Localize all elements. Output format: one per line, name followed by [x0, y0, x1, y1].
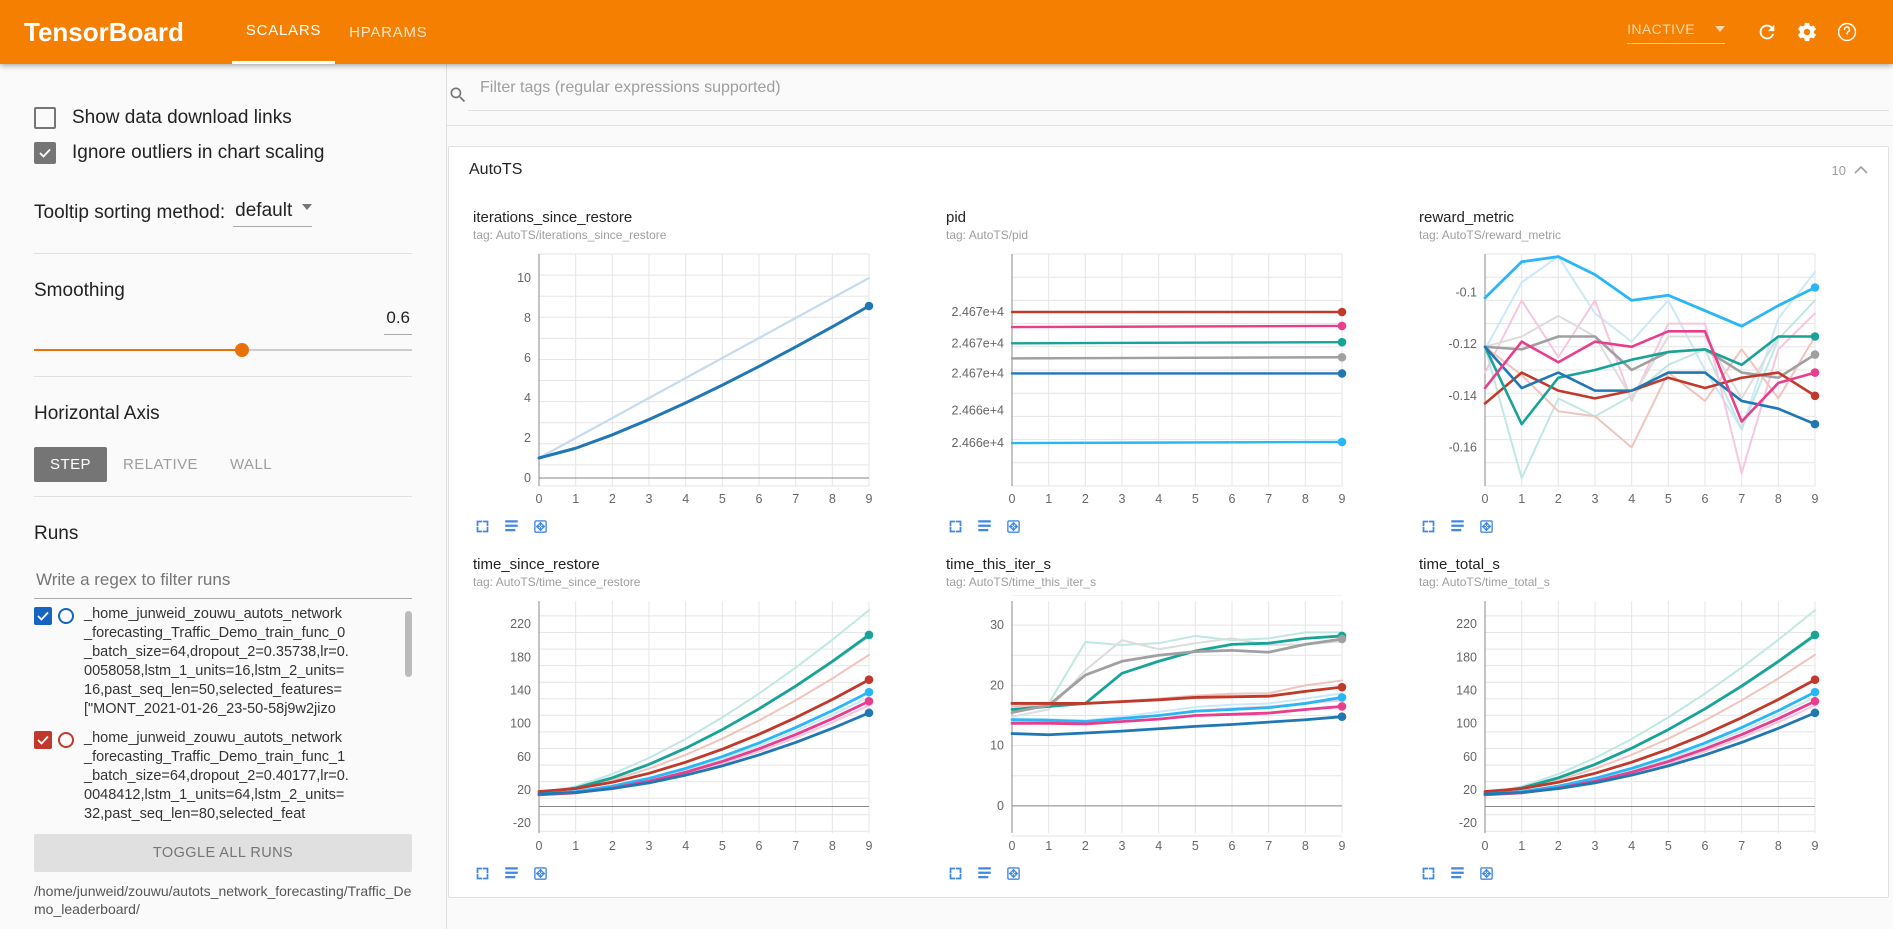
svg-text:8: 8	[1775, 839, 1782, 853]
svg-text:7: 7	[792, 492, 799, 506]
svg-text:220: 220	[510, 617, 531, 631]
svg-text:2.466e+4: 2.466e+4	[952, 404, 1005, 418]
svg-text:2.467e+4: 2.467e+4	[952, 367, 1005, 381]
svg-text:7: 7	[792, 839, 799, 853]
svg-text:20: 20	[1463, 783, 1477, 797]
svg-text:180: 180	[1456, 650, 1477, 664]
svg-text:2.466e+4: 2.466e+4	[952, 436, 1005, 450]
svg-text:100: 100	[510, 717, 531, 731]
svg-text:8: 8	[1302, 492, 1309, 506]
svg-text:4: 4	[682, 492, 689, 506]
svg-text:9: 9	[1339, 839, 1346, 853]
svg-text:20: 20	[990, 678, 1004, 692]
svg-text:4: 4	[524, 391, 531, 405]
svg-text:2: 2	[609, 492, 616, 506]
svg-text:3: 3	[1119, 839, 1126, 853]
svg-text:7: 7	[1265, 839, 1272, 853]
svg-text:6: 6	[1702, 492, 1709, 506]
svg-text:9: 9	[1812, 839, 1819, 853]
svg-text:60: 60	[517, 750, 531, 764]
svg-text:1: 1	[1518, 492, 1525, 506]
svg-text:-0.12: -0.12	[1449, 337, 1478, 351]
svg-text:8: 8	[524, 311, 531, 325]
svg-text:5: 5	[719, 839, 726, 853]
svg-text:0: 0	[1009, 839, 1016, 853]
svg-text:100: 100	[1456, 717, 1477, 731]
svg-text:6: 6	[1229, 839, 1236, 853]
svg-text:220: 220	[1456, 617, 1477, 631]
svg-text:8: 8	[829, 839, 836, 853]
svg-text:1: 1	[1518, 839, 1525, 853]
svg-text:8: 8	[1302, 839, 1309, 853]
svg-text:2: 2	[1555, 492, 1562, 506]
svg-text:7: 7	[1738, 839, 1745, 853]
svg-text:3: 3	[1119, 492, 1126, 506]
svg-text:9: 9	[1812, 492, 1819, 506]
svg-text:4: 4	[1155, 492, 1162, 506]
svg-text:9: 9	[1339, 492, 1346, 506]
svg-text:-20: -20	[513, 816, 531, 830]
svg-text:8: 8	[1775, 492, 1782, 506]
svg-text:180: 180	[510, 650, 531, 664]
svg-text:3: 3	[1592, 492, 1599, 506]
svg-text:2: 2	[1082, 839, 1089, 853]
svg-text:6: 6	[756, 492, 763, 506]
svg-text:0: 0	[997, 799, 1004, 813]
svg-text:6: 6	[524, 351, 531, 365]
svg-text:30: 30	[990, 618, 1004, 632]
svg-text:1: 1	[572, 492, 579, 506]
svg-text:2: 2	[609, 839, 616, 853]
svg-text:20: 20	[517, 783, 531, 797]
svg-text:2: 2	[1082, 492, 1089, 506]
svg-text:6: 6	[756, 839, 763, 853]
svg-text:0: 0	[1482, 839, 1489, 853]
svg-text:1: 1	[1045, 839, 1052, 853]
svg-text:1: 1	[572, 839, 579, 853]
svg-text:3: 3	[646, 839, 653, 853]
svg-text:5: 5	[1665, 839, 1672, 853]
svg-text:4: 4	[682, 839, 689, 853]
svg-text:-0.16: -0.16	[1449, 440, 1478, 454]
svg-text:9: 9	[866, 492, 873, 506]
svg-text:10: 10	[517, 271, 531, 285]
svg-text:9: 9	[866, 839, 873, 853]
svg-text:5: 5	[719, 492, 726, 506]
svg-text:2.467e+4: 2.467e+4	[952, 336, 1005, 350]
svg-text:2: 2	[524, 431, 531, 445]
svg-text:-0.1: -0.1	[1455, 286, 1477, 300]
svg-text:6: 6	[1702, 839, 1709, 853]
svg-text:0: 0	[536, 492, 543, 506]
svg-text:60: 60	[1463, 750, 1477, 764]
svg-text:0: 0	[1009, 492, 1016, 506]
svg-text:0: 0	[1482, 492, 1489, 506]
svg-text:3: 3	[1592, 839, 1599, 853]
svg-text:1: 1	[1045, 492, 1052, 506]
svg-text:6: 6	[1229, 492, 1236, 506]
svg-text:2: 2	[1555, 839, 1562, 853]
svg-text:140: 140	[510, 684, 531, 698]
svg-text:0: 0	[524, 471, 531, 485]
svg-text:2.467e+4: 2.467e+4	[952, 305, 1005, 319]
svg-text:3: 3	[646, 492, 653, 506]
svg-text:-20: -20	[1459, 816, 1477, 830]
svg-text:5: 5	[1192, 492, 1199, 506]
svg-text:5: 5	[1665, 492, 1672, 506]
svg-text:4: 4	[1628, 839, 1635, 853]
svg-text:7: 7	[1265, 492, 1272, 506]
svg-text:0: 0	[536, 839, 543, 853]
svg-text:10: 10	[990, 739, 1004, 753]
svg-text:7: 7	[1738, 492, 1745, 506]
svg-text:5: 5	[1192, 839, 1199, 853]
svg-text:4: 4	[1628, 492, 1635, 506]
svg-text:140: 140	[1456, 684, 1477, 698]
svg-text:8: 8	[829, 492, 836, 506]
svg-text:4: 4	[1155, 839, 1162, 853]
svg-text:-0.14: -0.14	[1449, 389, 1478, 403]
